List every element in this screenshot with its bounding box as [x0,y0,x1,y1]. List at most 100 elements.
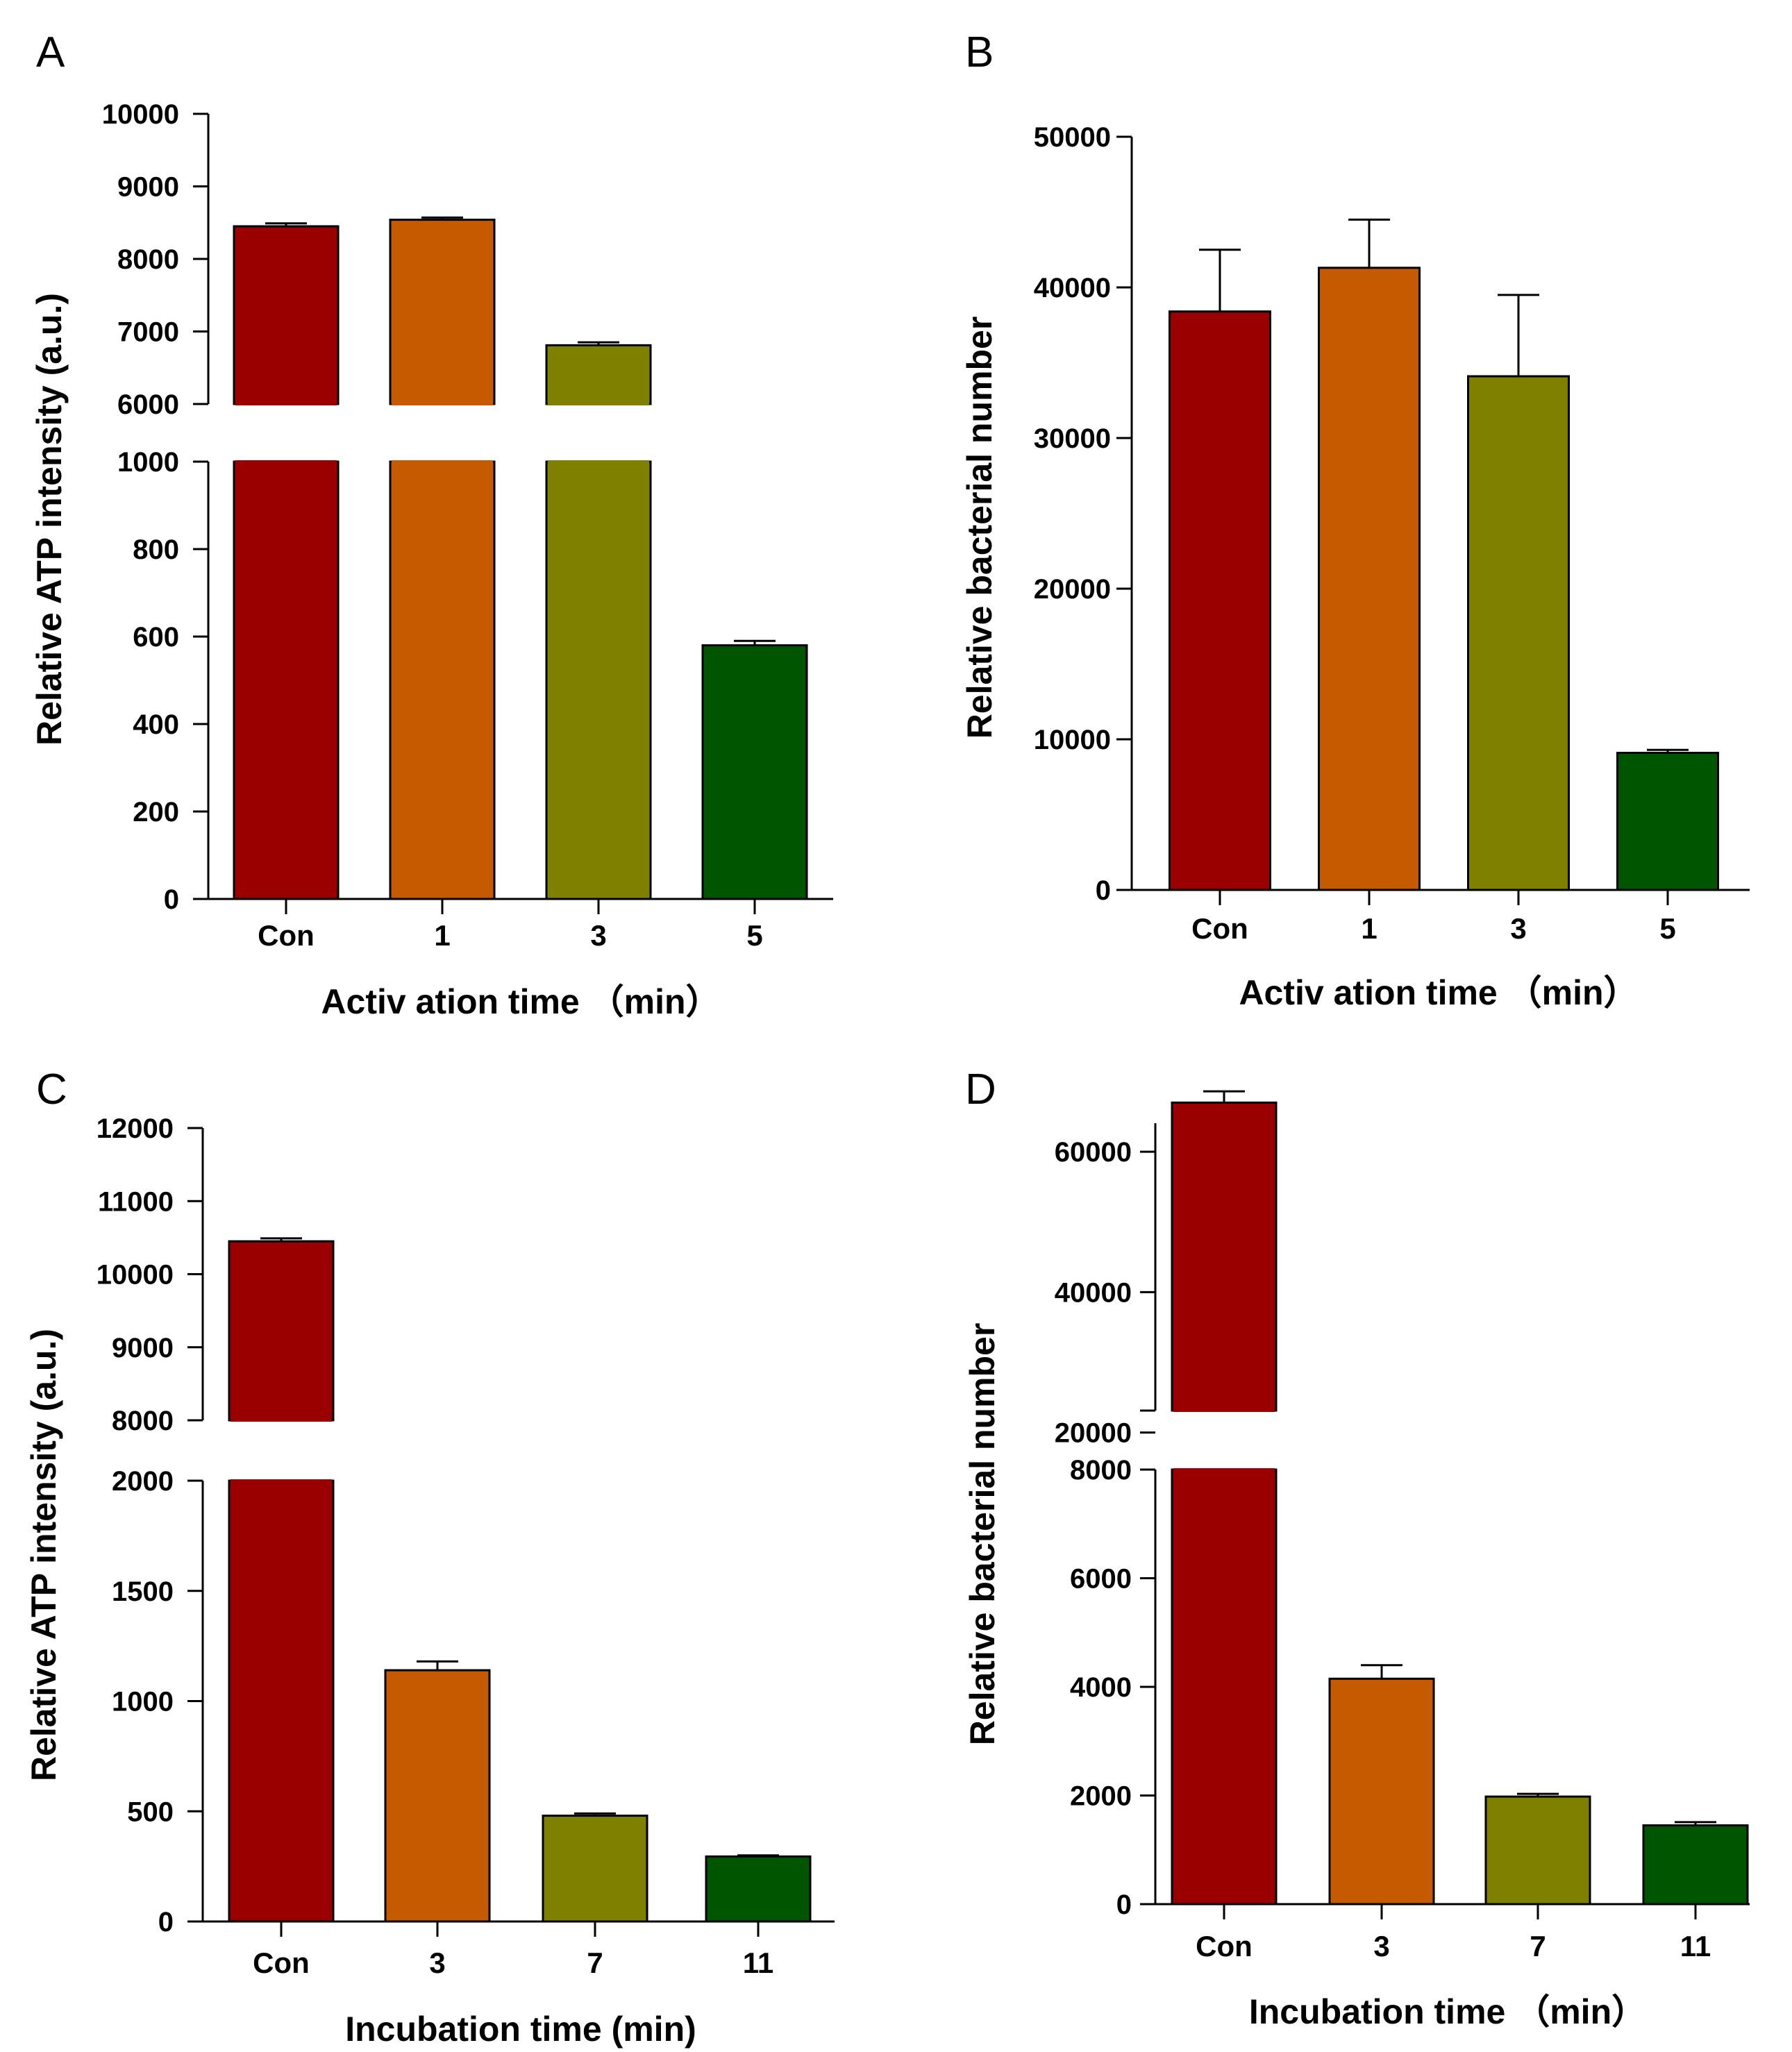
y-axis-title: Relative ATP intensity (a.u.) [30,293,69,746]
y-tick-label: 10000 [102,99,179,130]
y-tick-label: 12000 [97,1113,174,1144]
y-tick-label: 800 [133,535,179,565]
y-tick-label: 2000 [1070,1781,1132,1812]
y-tick-label: 500 [127,1797,174,1827]
bar-group [1484,1792,1591,1906]
bar-group [1328,1664,1435,1906]
bar [542,1815,648,1923]
bar-group [545,341,652,900]
x-tick-label: 1 [434,919,450,952]
y-tick-label: 0 [1096,875,1111,906]
bar [234,462,338,899]
x-tick-label: 7 [587,1946,603,1979]
x-tick-label: 11 [743,1946,773,1979]
chart-panel-c: C 0 500 1000 1500 2000 8000 9000 10000 11000 12000… [24,1066,835,2049]
y-tick-label: 11000 [98,1186,174,1217]
y-tick-label: 7000 [117,317,179,348]
bar [233,225,340,405]
y-tick-label: 0 [1116,1890,1132,1920]
bar [229,1481,333,1921]
bar-group [705,1854,812,1923]
chart-panel-a: A 0 200 400 600 800 1000 6000 7000 8000 9000 10000 C… [30,28,833,1021]
x-axis-title: Activ ation time （min） [1239,973,1638,1012]
y-tick-label: 9000 [112,1333,174,1363]
x-tick-label: Con [258,919,315,952]
bar [546,462,651,899]
y-tick-label: 30000 [1034,423,1111,454]
y-tick-label: 4000 [1070,1672,1132,1703]
bar [384,1669,491,1923]
bar [389,219,496,405]
bar-group [701,639,808,900]
chart-panel-d: D 0 2000 4000 6000 8000 20000 40000 60000 Con 3 7 11… [963,1066,1750,2031]
bar [228,1240,335,1422]
bar-group [1171,1090,1278,1906]
panel-letter: D [965,1066,996,1113]
y-axis-title: Relative bacterial number [963,1323,1002,1746]
x-tick-label: 3 [1373,1930,1389,1962]
bar-group [1616,748,1719,891]
y-tick-label: 50000 [1034,122,1111,153]
bar [1172,1470,1276,1904]
bar [1484,1795,1591,1906]
y-tick-label: 10000 [1034,725,1111,755]
bar [705,1855,812,1923]
x-tick-label: 7 [1530,1930,1546,1962]
bar-group [1467,294,1570,891]
bar-group [389,216,496,900]
bar-group [1642,1821,1749,1906]
bar [1318,267,1421,891]
bar [390,462,494,899]
chart-panel-b: B 0 10000 20000 30000 40000 50000 Con 1 3 5 Activ a… [960,28,1750,1012]
bar [1467,375,1570,891]
x-tick-label: Con [253,1946,310,1979]
y-tick-label: 9000 [117,172,179,203]
y-axis-title: Relative ATP intensity (a.u.) [24,1329,63,1781]
y-tick-label: 1500 [112,1576,174,1607]
y-tick-label: 8000 [112,1406,174,1436]
y-tick-label: 20000 [1034,574,1111,605]
y-tick-label: 8000 [1070,1455,1132,1486]
y-tick-label: 6000 [117,389,179,420]
panel-letter: A [36,28,65,76]
bar-group [1169,249,1271,891]
x-tick-label: 5 [746,919,762,952]
bar-group [1318,218,1421,891]
bar [1169,310,1271,891]
x-tick-label: 3 [590,919,606,952]
y-tick-label: 40000 [1034,273,1111,303]
y-tick-label: 60000 [1055,1137,1132,1168]
y-tick-label: 0 [158,1907,174,1937]
panel-letter: B [965,28,994,76]
y-tick-label: 200 [133,797,179,827]
y-tick-label: 40000 [1055,1277,1132,1308]
y-tick-label: 8000 [117,244,179,275]
y-tick-label: 1000 [112,1687,174,1717]
x-tick-label: Con [1196,1930,1253,1962]
x-axis-title: Incubation time （min） [1249,1992,1646,2031]
bar-group [233,222,340,900]
bar [1616,752,1719,891]
bar [1328,1677,1435,1906]
y-tick-label: 600 [133,622,179,653]
bar-group [228,1237,335,1923]
bar-group [384,1660,491,1923]
y-tick-label: 20000 [1055,1418,1132,1449]
x-tick-label: 11 [1680,1930,1711,1962]
bar [545,344,652,405]
x-tick-label: Con [1191,912,1248,945]
bar-group [542,1812,648,1923]
x-tick-label: 3 [429,1946,445,1979]
panel-letter: C [36,1066,67,1113]
bar [701,644,808,900]
bar [1642,1824,1749,1906]
x-tick-label: 1 [1361,912,1377,945]
y-tick-label: 10000 [97,1260,174,1290]
y-tick-label: 400 [133,709,179,740]
y-tick-label: 1000 [117,447,179,478]
bar [1171,1101,1278,1412]
y-tick-label: 6000 [1070,1564,1132,1595]
y-axis-title: Relative bacterial number [960,317,999,739]
y-tick-label: 2000 [112,1466,174,1497]
